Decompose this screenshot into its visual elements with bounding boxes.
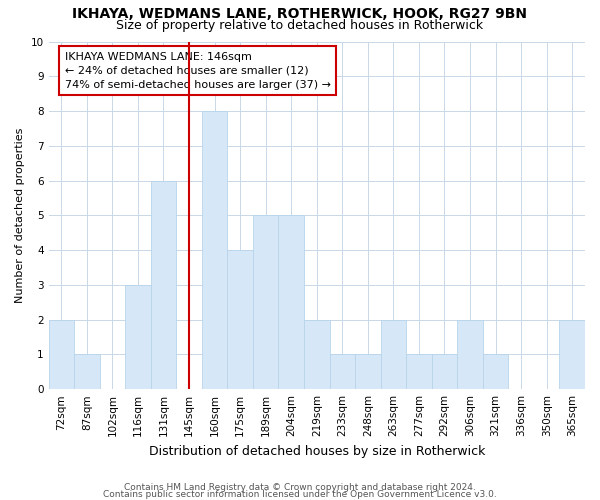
Bar bbox=[202, 111, 227, 389]
Bar bbox=[74, 354, 100, 389]
Text: Size of property relative to detached houses in Rotherwick: Size of property relative to detached ho… bbox=[116, 18, 484, 32]
X-axis label: Distribution of detached houses by size in Rotherwick: Distribution of detached houses by size … bbox=[149, 444, 485, 458]
Bar bbox=[380, 320, 406, 389]
Bar bbox=[151, 180, 176, 389]
Bar bbox=[304, 320, 329, 389]
Y-axis label: Number of detached properties: Number of detached properties bbox=[15, 128, 25, 303]
Bar bbox=[406, 354, 432, 389]
Bar bbox=[355, 354, 380, 389]
Bar bbox=[559, 320, 585, 389]
Text: IKHAYA WEDMANS LANE: 146sqm
← 24% of detached houses are smaller (12)
74% of sem: IKHAYA WEDMANS LANE: 146sqm ← 24% of det… bbox=[65, 52, 331, 90]
Bar bbox=[253, 216, 278, 389]
Text: Contains public sector information licensed under the Open Government Licence v3: Contains public sector information licen… bbox=[103, 490, 497, 499]
Text: IKHAYA, WEDMANS LANE, ROTHERWICK, HOOK, RG27 9BN: IKHAYA, WEDMANS LANE, ROTHERWICK, HOOK, … bbox=[73, 8, 527, 22]
Bar bbox=[49, 320, 74, 389]
Text: Contains HM Land Registry data © Crown copyright and database right 2024.: Contains HM Land Registry data © Crown c… bbox=[124, 484, 476, 492]
Bar bbox=[457, 320, 483, 389]
Bar bbox=[278, 216, 304, 389]
Bar bbox=[125, 285, 151, 389]
Bar bbox=[227, 250, 253, 389]
Bar bbox=[483, 354, 508, 389]
Bar bbox=[432, 354, 457, 389]
Bar bbox=[329, 354, 355, 389]
